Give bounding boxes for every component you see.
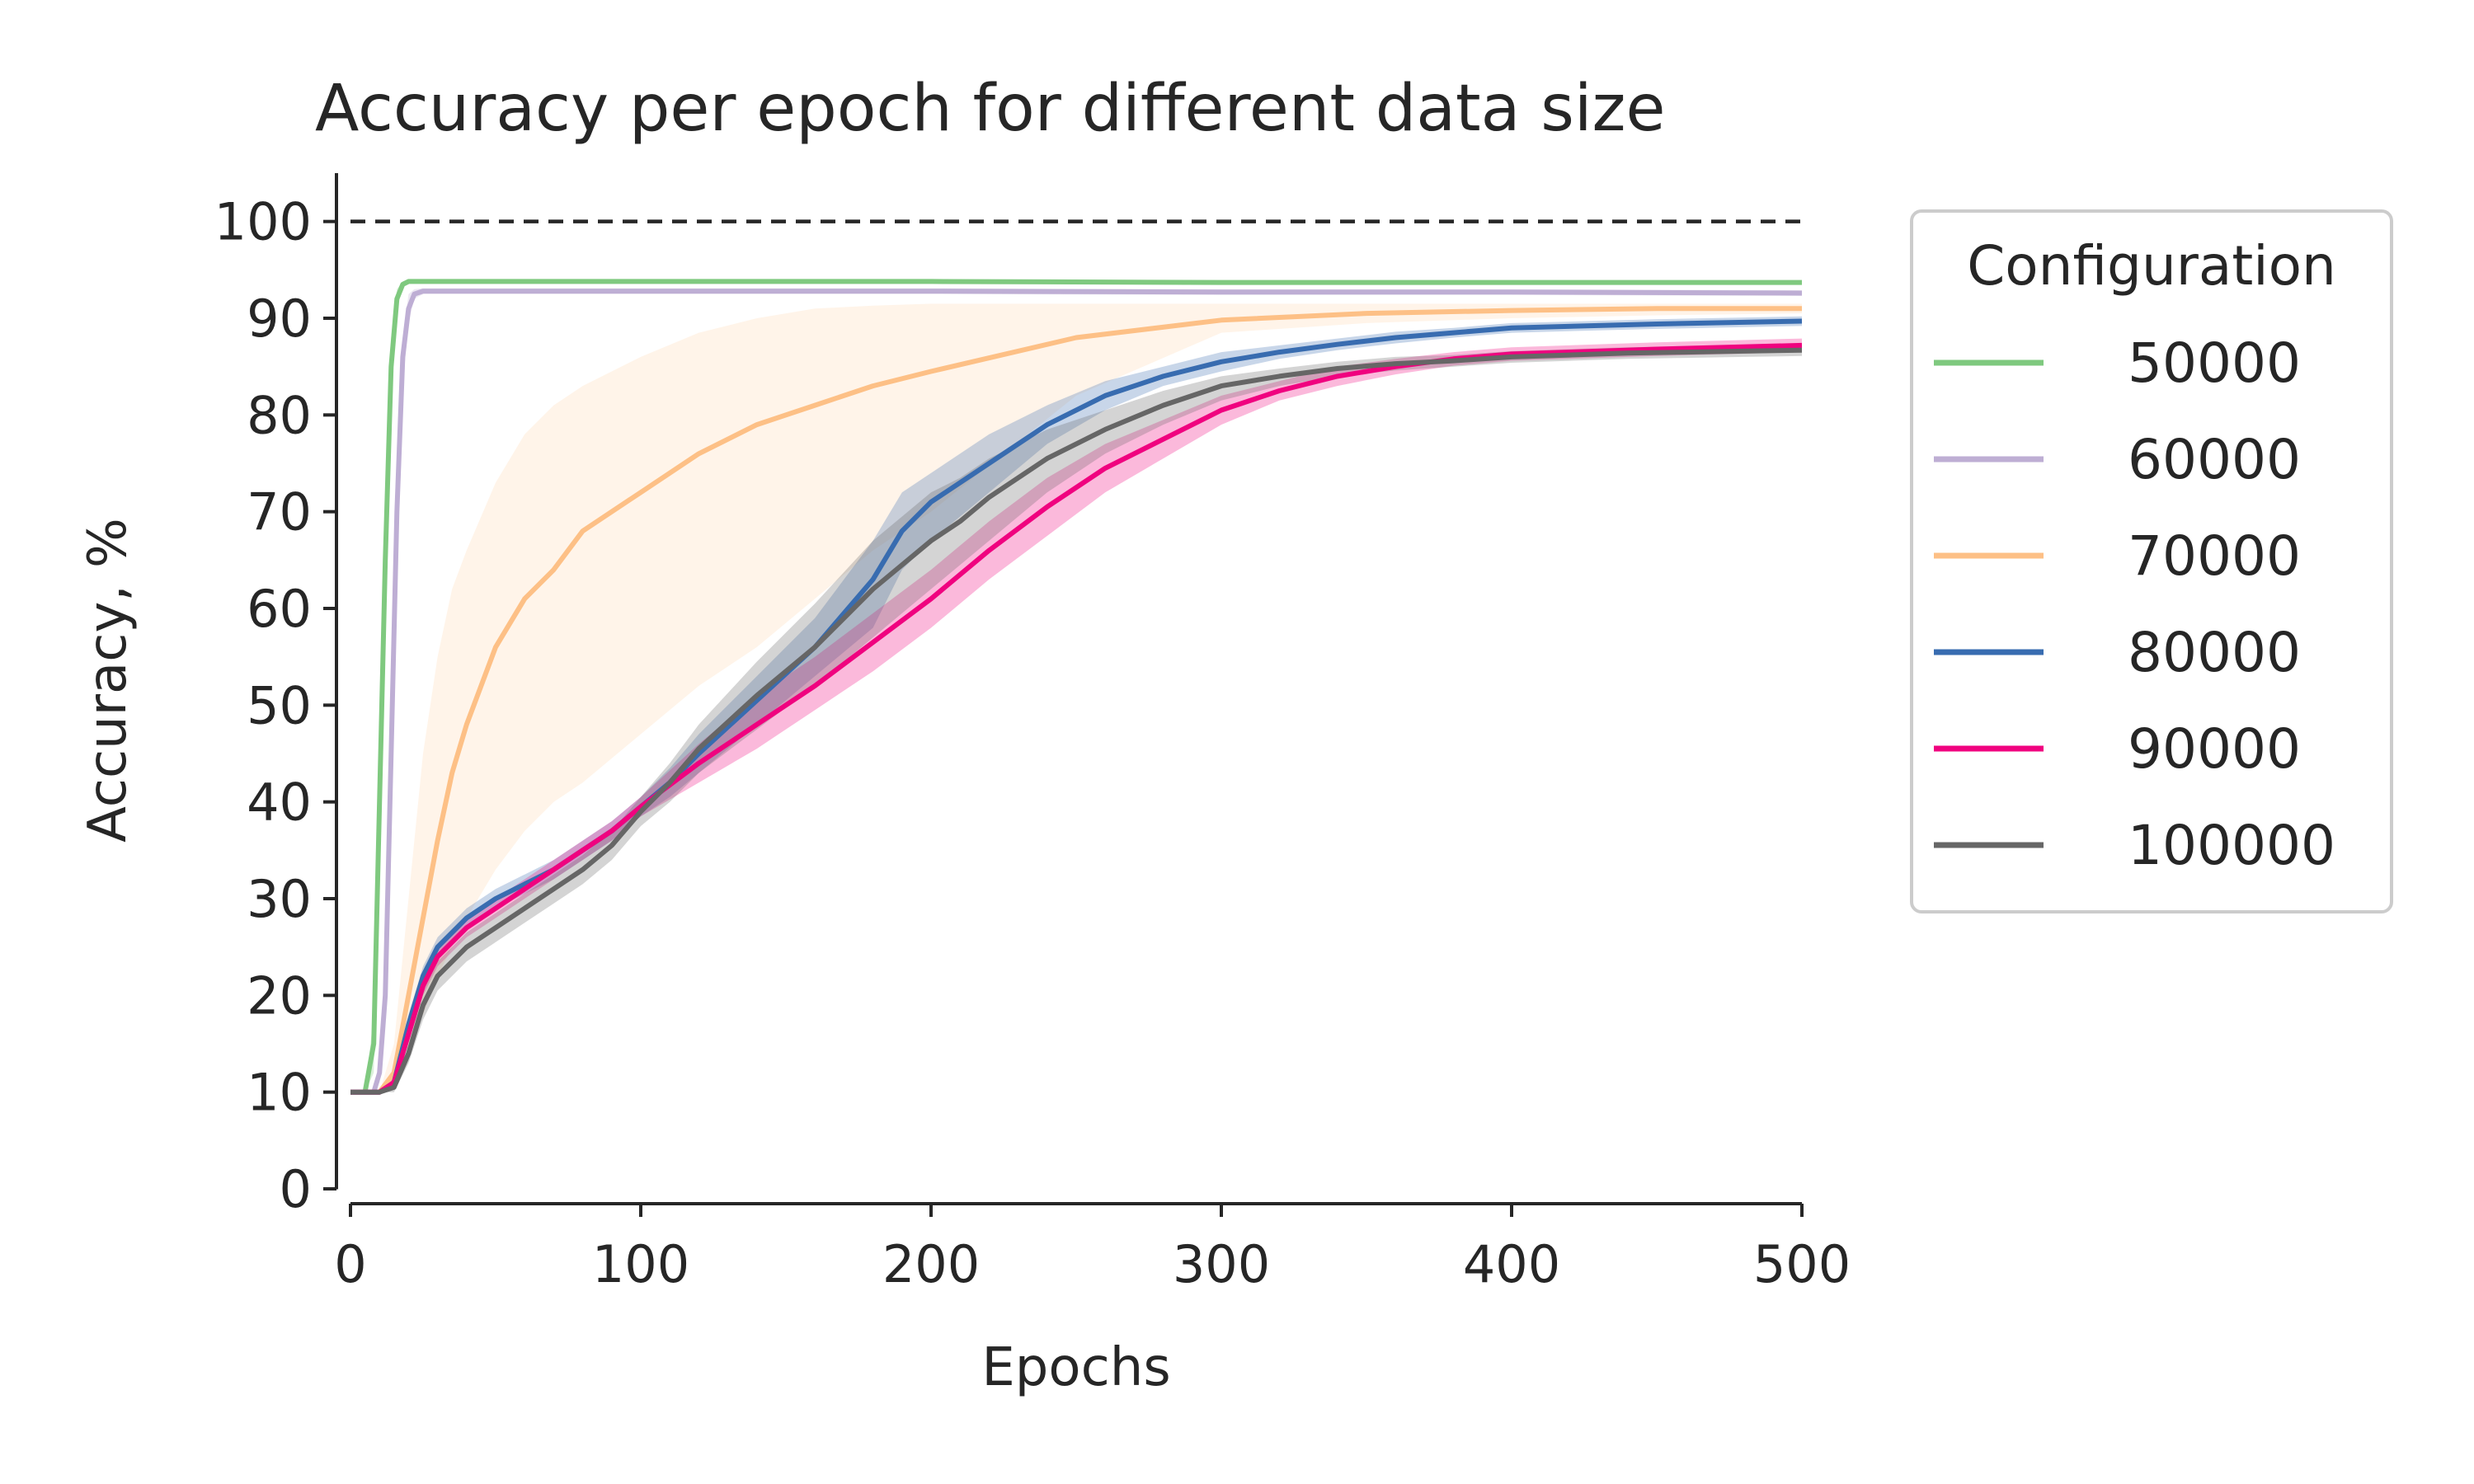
y-tick-label: 40 xyxy=(247,773,312,833)
line-90000 xyxy=(350,342,1803,1095)
line-50000 xyxy=(350,279,1802,1095)
legend: Configuration 50000 60000 70000 80000 90000 1… xyxy=(1910,209,2393,913)
x-tick-label: 0 xyxy=(334,1234,366,1294)
legend-label-70000: 70000 xyxy=(2128,524,2301,588)
y-tick-label: 30 xyxy=(247,869,312,929)
legend-label-80000: 80000 xyxy=(2128,621,2301,684)
axes: 0 10 20 30 40 50 60 70 80 90 100 0 100 200 300 400 500 xyxy=(214,173,1851,1294)
band-70000 xyxy=(350,303,1802,1092)
line-100000 xyxy=(350,347,1803,1095)
y-axis-label: Accuracy, % xyxy=(78,518,139,843)
y-tick-label: 20 xyxy=(247,965,312,1026)
x-tick-label: 400 xyxy=(1463,1234,1560,1294)
y-tick-label: 90 xyxy=(247,289,312,349)
legend-items: 50000 60000 70000 80000 90000 100000 xyxy=(1934,331,2335,877)
y-tick-label: 80 xyxy=(247,385,312,445)
x-tick-label: 300 xyxy=(1173,1234,1270,1294)
y-tick-label: 60 xyxy=(247,579,312,639)
legend-frame xyxy=(1910,209,2393,913)
x-tick-label: 500 xyxy=(1753,1234,1851,1294)
legend-label-50000: 50000 xyxy=(2128,331,2301,395)
y-tick-label: 0 xyxy=(280,1159,312,1219)
y-tick-label: 50 xyxy=(247,675,312,735)
x-axis-label: Epochs xyxy=(981,1337,1170,1398)
y-tick-label: 100 xyxy=(214,192,312,252)
y-tick-label: 70 xyxy=(247,482,312,542)
x-tick-label: 200 xyxy=(882,1234,980,1294)
chart-title: Accuracy per epoch for different data si… xyxy=(315,72,1665,146)
legend-label-90000: 90000 xyxy=(2128,717,2301,781)
legend-label-60000: 60000 xyxy=(2128,428,2301,491)
legend-label-100000: 100000 xyxy=(2128,814,2335,877)
line-60000 xyxy=(350,289,1803,1095)
x-tick-label: 100 xyxy=(592,1234,689,1294)
y-tick-label: 10 xyxy=(247,1063,312,1123)
legend-title: Configuration xyxy=(1967,234,2336,298)
line-70000 xyxy=(350,306,1802,1095)
confidence-bands xyxy=(350,279,1802,1092)
series-lines xyxy=(350,279,1803,1095)
